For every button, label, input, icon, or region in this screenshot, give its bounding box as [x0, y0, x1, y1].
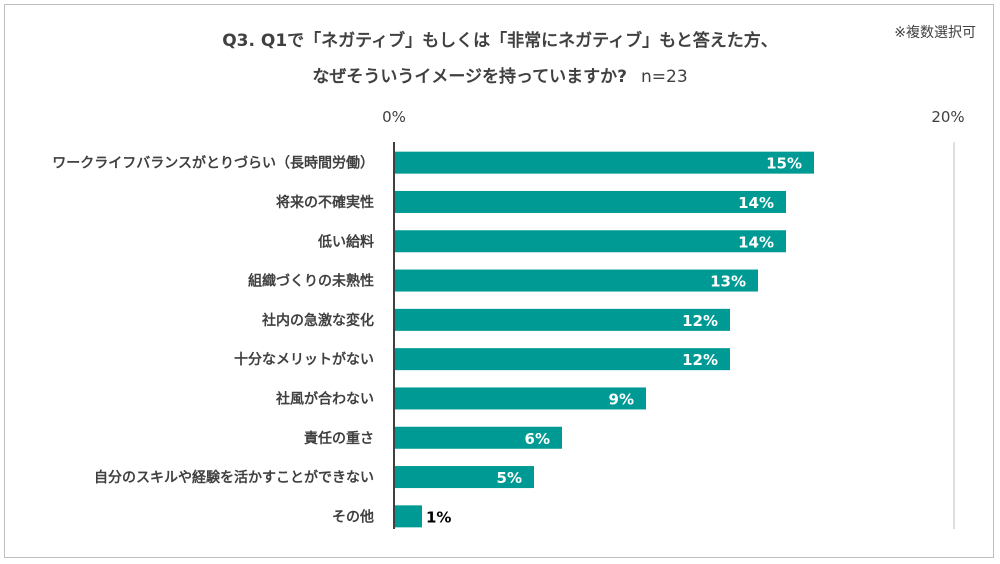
x-tick-label-1: 20% [931, 108, 964, 126]
category-label-8: 自分のスキルや経験を活かすことができない [94, 469, 374, 486]
value-label-8: 5% [497, 469, 522, 487]
bar-9 [394, 505, 422, 528]
bar-8 [394, 466, 534, 489]
category-label-7: 責任の重さ [304, 430, 374, 447]
bar-2 [394, 230, 786, 253]
chart-title-line2: なぜそういうイメージを持っていますか? n=23 [0, 62, 1000, 87]
value-label-5: 12% [682, 351, 718, 369]
chart-title-line1: Q3. Q1で「ネガティブ」もしくは「非常にネガティブ」もと答えた方、 [222, 31, 778, 51]
bar-4 [394, 308, 730, 331]
category-label-6: 社風が合わない [275, 390, 374, 407]
bar-3 [394, 269, 758, 292]
category-label-3: 組織づくりの未熟性 [248, 273, 374, 290]
bar-5 [394, 348, 730, 371]
category-label-2: 低い給料 [317, 233, 374, 250]
chart-frame [4, 4, 994, 558]
x-tick-label-0: 0% [382, 108, 406, 126]
value-label-2: 14% [738, 233, 774, 251]
value-label-7: 6% [525, 430, 550, 448]
multiple-choice-note: ※複数選択可 [894, 25, 976, 41]
sample-size-label: n=23 [641, 67, 688, 87]
value-label-0: 15% [766, 155, 802, 173]
bar-6 [394, 387, 646, 410]
value-label-9: 1% [426, 508, 451, 526]
category-label-4: 社内の急激な変化 [261, 312, 374, 329]
bar-7 [394, 426, 562, 449]
bar-1 [394, 190, 786, 213]
category-label-0: ワークライフバランスがとりづらい（長時間労働） [52, 155, 374, 172]
category-label-1: 将来の不確実性 [276, 194, 374, 211]
bar-0 [394, 151, 814, 174]
value-label-6: 9% [609, 390, 634, 408]
value-label-3: 13% [710, 273, 746, 291]
chart-title-question: なぜそういうイメージを持っていますか? [312, 67, 627, 87]
category-label-5: 十分なメリットがない [234, 351, 374, 368]
category-label-9: その他 [332, 508, 374, 525]
value-label-1: 14% [738, 194, 774, 212]
value-label-4: 12% [682, 312, 718, 330]
